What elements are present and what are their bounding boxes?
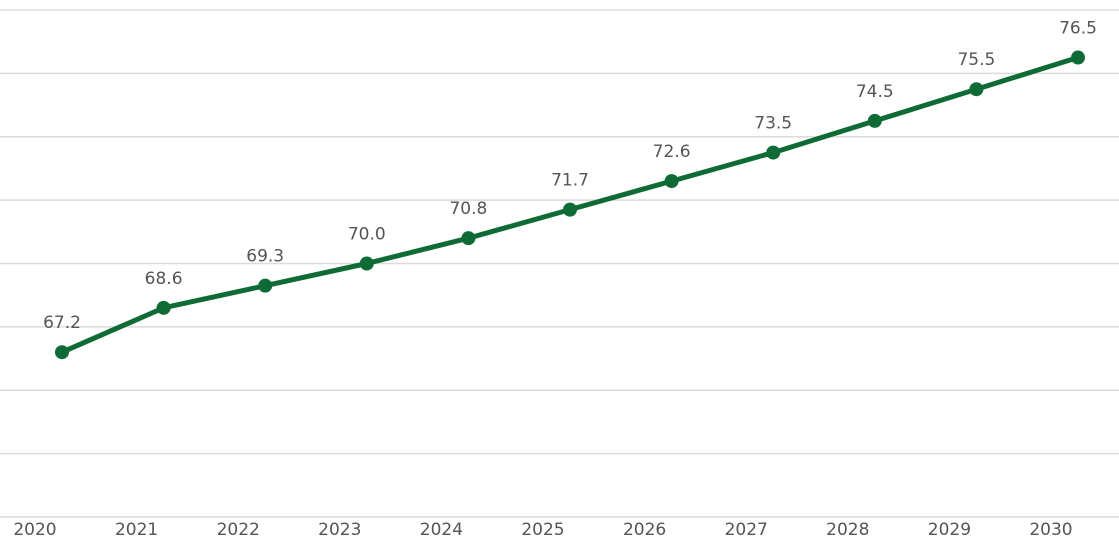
x-tick-label: 2027 [725,520,768,540]
x-tick-label: 2026 [623,520,666,540]
data-label: 74.5 [856,82,894,102]
point [359,256,374,271]
point [766,145,781,160]
point [1071,50,1085,65]
data-label: 71.7 [551,171,589,191]
x-tick-label: 2029 [928,520,971,540]
x-tick-label: 2020 [13,520,56,540]
data-label: 75.5 [957,50,995,70]
data-label: 69.3 [246,247,284,267]
point [461,231,476,246]
point [258,278,273,293]
point [156,300,171,315]
point [664,174,679,189]
x-tick-label: 2021 [115,520,158,540]
data-label: 67.2 [43,313,81,333]
data-label: 72.6 [653,142,691,162]
data-label: 70.8 [449,199,487,219]
x-tick-label: 2024 [420,520,463,540]
x-tick-label: 2030 [1029,520,1072,540]
x-tick-label: 2022 [217,520,260,540]
point [55,345,69,360]
x-tick-label: 2028 [826,520,869,540]
data-label: 68.6 [145,269,183,289]
point [969,82,984,97]
data-label: 76.5 [1059,19,1097,39]
data-label: 70.0 [348,225,386,245]
x-tick-label: 2023 [318,520,361,540]
x-tick-label: 2025 [521,520,564,540]
data-label: 73.5 [754,114,792,134]
point [867,113,882,128]
point [563,202,577,217]
